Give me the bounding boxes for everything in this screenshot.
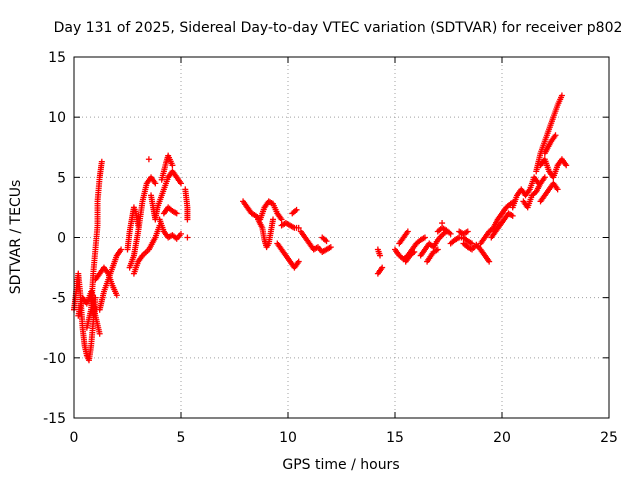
data-point: [184, 216, 191, 223]
data-point: [118, 246, 125, 253]
data-point: [379, 264, 386, 271]
data-point: [558, 92, 565, 99]
y-tick-labels: -15 -10 -5 0 5 10 15: [43, 50, 66, 427]
y-tick-label: 0: [57, 231, 66, 247]
data-point: [270, 216, 277, 223]
y-tick-label: -15: [43, 411, 66, 427]
data-point: [113, 292, 120, 299]
x-tick-label: 0: [70, 430, 79, 446]
y-tick-label: -10: [43, 351, 66, 367]
data-point: [541, 174, 548, 181]
data-point: [552, 132, 559, 139]
y-tick-label: 5: [57, 170, 66, 186]
x-tick-label: 15: [386, 430, 404, 446]
data-point: [145, 156, 152, 163]
x-tick-label: 10: [279, 430, 297, 446]
plot-frame: [73, 56, 610, 419]
data-point: [173, 210, 180, 217]
y-tick-label: -5: [52, 291, 66, 307]
data-point: [421, 234, 428, 241]
data-point: [293, 206, 300, 213]
x-tick-labels: 0 5 10 15 20 25: [70, 430, 618, 446]
data-point: [184, 234, 191, 241]
chart-title: Day 131 of 2025, Sidereal Day-to-day VTE…: [54, 20, 623, 36]
data-point: [469, 240, 476, 247]
data-point: [509, 212, 516, 219]
data-point: [554, 186, 561, 193]
data-point: [169, 162, 176, 169]
x-tick-label: 25: [600, 430, 618, 446]
data-point: [434, 246, 441, 253]
data-point: [178, 180, 184, 187]
data-point: [278, 216, 285, 223]
data-point: [152, 180, 159, 187]
data-point: [295, 258, 302, 265]
data-point: [411, 248, 418, 255]
x-tick-label: 5: [177, 430, 186, 446]
data-point: [295, 224, 302, 231]
y-tick-label: 10: [48, 110, 66, 126]
data-point: [447, 230, 454, 237]
data-point: [439, 220, 446, 227]
data-point: [464, 228, 471, 235]
data-points: [71, 92, 570, 364]
data-point: [327, 244, 334, 251]
data-point: [98, 158, 105, 165]
y-axis-title: SDTVAR / TECUs: [8, 180, 24, 295]
x-tick-label: 20: [493, 430, 511, 446]
data-point: [178, 230, 184, 237]
data-point: [563, 162, 570, 169]
y-tick-label: 15: [48, 50, 66, 66]
data-point: [323, 238, 330, 245]
data-point: [486, 258, 493, 265]
x-axis-title: GPS time / hours: [282, 457, 399, 473]
data-point: [377, 252, 384, 259]
data-point: [96, 330, 103, 337]
data-point: [404, 228, 411, 235]
